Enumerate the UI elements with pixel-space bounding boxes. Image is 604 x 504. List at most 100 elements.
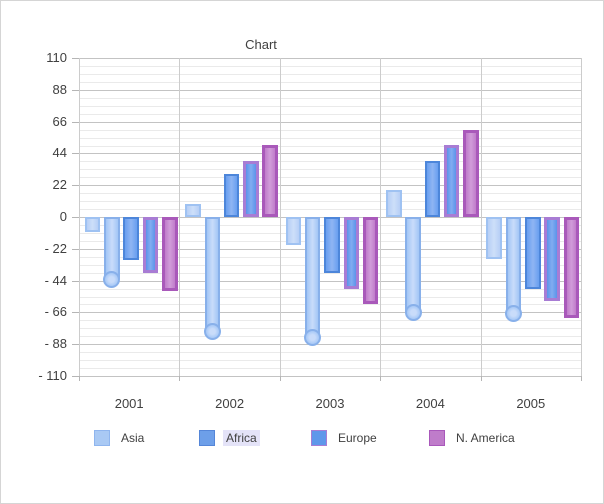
y-axis-tick [72,121,79,123]
bar-n-america-2002[interactable] [262,144,278,217]
chart-title: Chart [245,37,277,52]
band-separator [179,58,181,376]
gridline-minor [79,288,581,290]
x-axis-tick [79,376,80,381]
gridline-minor [79,129,581,131]
bar-africa-2001[interactable] [123,217,139,261]
gridline-minor [79,161,581,163]
x-axis-tick [279,376,281,381]
legend: Asia Africa Europe N. America [1,429,603,449]
bar-n-america-2005[interactable] [563,217,580,319]
y-axis-tick [72,280,79,282]
gridline-major [79,58,581,59]
bar--unlabeled-rounded-cap-series--2003[interactable] [304,217,321,337]
bar-cap-circle[interactable] [505,305,522,323]
bar-cap-circle[interactable] [203,322,221,340]
gridline-minor [79,336,581,338]
gridline-minor [79,360,581,362]
bar-africa-2003[interactable] [324,217,340,274]
gridline-minor [79,97,581,99]
bar-europe-2004[interactable] [443,144,460,217]
bar-cap-circle[interactable] [103,270,121,288]
gridline-minor [79,304,581,306]
y-axis-tick [72,344,79,346]
legend-label: Africa [223,430,260,446]
gridline-minor [79,296,581,298]
legend-item-africa[interactable]: Africa [199,429,260,447]
gridline-minor [79,193,581,195]
y-axis-tick [72,248,79,250]
bar-africa-2002[interactable] [223,173,240,217]
gridline-major [79,121,581,123]
y-axis-label: 44 [52,145,67,161]
legend-item-europe[interactable]: Europe [311,429,380,447]
legend-label: Europe [338,431,377,445]
band-separator [79,58,80,376]
bar-cap-circle[interactable] [404,303,422,321]
y-axis-tick [72,217,79,218]
legend-swatch [94,430,110,446]
gridline-major [79,89,581,91]
gridline-major [79,312,581,314]
legend-swatch [311,430,327,446]
gridline-minor [79,352,581,354]
x-axis-label: 2005 [516,396,546,411]
gridline-major [79,153,581,155]
y-axis-tick [72,312,79,314]
plot-area [79,58,582,377]
gridline-minor [79,145,581,147]
bar-asia-2003[interactable] [285,217,302,245]
bar--unlabeled-rounded-cap-series--2005[interactable] [505,217,522,314]
bar-cap-circle[interactable] [304,328,322,346]
bar-africa-2004[interactable] [424,160,441,217]
y-axis-label: - 66 [44,304,67,320]
legend-item-asia[interactable]: Asia [94,429,147,447]
gridline-minor [79,320,581,322]
y-axis-label: 66 [52,113,67,129]
bar-europe-2001[interactable] [142,217,159,274]
bar--unlabeled-rounded-cap-series--2001[interactable] [104,217,120,280]
gridline-minor [79,81,581,83]
legend-swatch [199,430,215,446]
bar-asia-2004[interactable] [386,189,402,217]
y-axis-tick [72,185,79,187]
gridline-minor [79,73,581,75]
x-axis-tick [581,376,582,381]
gridline-minor [79,209,581,211]
bar-europe-2005[interactable] [544,217,560,301]
x-axis-label: 2003 [315,396,345,411]
bar-africa-2005[interactable] [525,217,541,290]
bar-n-america-2001[interactable] [162,217,178,291]
y-axis-label: 22 [52,177,67,193]
y-axis-label: - 110 [38,368,67,383]
gridline-major [79,185,581,187]
gridline-major [79,280,581,282]
gridline-minor [79,113,581,115]
x-axis-label: 2001 [114,396,144,411]
band-separator [581,58,582,376]
gridline-minor [79,169,581,171]
bar-asia-2002[interactable] [185,204,201,217]
x-axis-label: 2002 [215,396,245,411]
y-axis-label: 110 [46,50,67,65]
gridline-major [79,344,581,346]
band-separator [480,58,482,376]
bar-asia-2005[interactable] [486,217,502,259]
bar-n-america-2004[interactable] [463,130,479,217]
y-axis-label: - 44 [44,272,67,288]
gridline-minor [79,201,581,203]
y-axis-tick [72,58,79,59]
bar-europe-2003[interactable] [343,217,359,290]
bar-n-america-2003[interactable] [362,217,379,304]
legend-item-n-america[interactable]: N. America [429,429,518,447]
gridline-minor [79,137,581,139]
bar-asia-2001[interactable] [84,217,101,232]
band-separator [279,58,281,376]
legend-label: Asia [121,431,145,445]
gridline-minor [79,177,581,179]
bar--unlabeled-rounded-cap-series--2002[interactable] [204,217,220,332]
bar--unlabeled-rounded-cap-series--2004[interactable] [405,217,421,313]
y-axis-label: - 88 [44,336,67,352]
bar-europe-2002[interactable] [243,160,259,217]
